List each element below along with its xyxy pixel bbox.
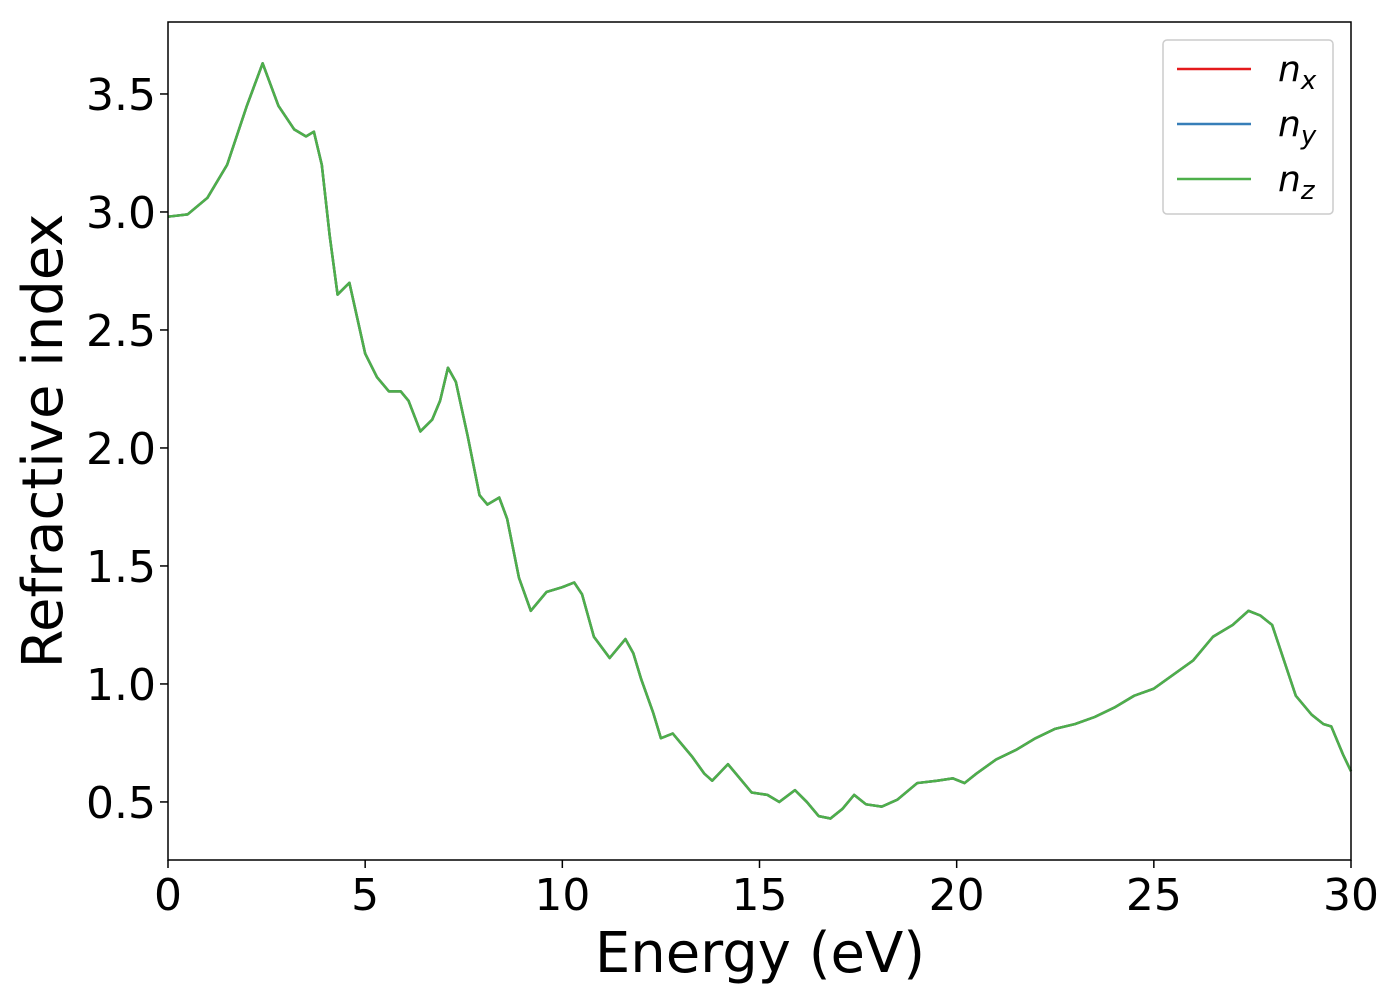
x-tick-label: 25 xyxy=(1126,870,1182,921)
x-tick-label: 30 xyxy=(1323,870,1379,921)
plot-frame xyxy=(167,21,1352,861)
y-tick-label: 3.5 xyxy=(86,70,156,121)
x-axis-label: Energy (eV) xyxy=(595,921,925,986)
x-tick-label: 20 xyxy=(929,870,985,921)
series-line xyxy=(167,62,1353,820)
y-tick-label: 3.0 xyxy=(86,188,156,239)
y-tick-label: 0.5 xyxy=(86,778,156,829)
y-tick-label: 2.0 xyxy=(86,424,156,475)
legend-label: nz xyxy=(1278,159,1316,206)
x-tick-label: 15 xyxy=(732,870,788,921)
x-tick-label: 10 xyxy=(534,870,590,921)
x-tick-label: 0 xyxy=(154,870,182,921)
y-tick-label: 1.0 xyxy=(86,660,156,711)
legend-label: nx xyxy=(1278,49,1317,96)
legend-box xyxy=(1162,39,1334,215)
y-tick-label: 1.5 xyxy=(86,542,156,593)
legend-label: ny xyxy=(1278,104,1317,151)
y-axis-label: Refractive index xyxy=(11,214,76,669)
y-tick-label: 2.5 xyxy=(86,306,156,357)
x-tick-label: 5 xyxy=(351,870,379,921)
